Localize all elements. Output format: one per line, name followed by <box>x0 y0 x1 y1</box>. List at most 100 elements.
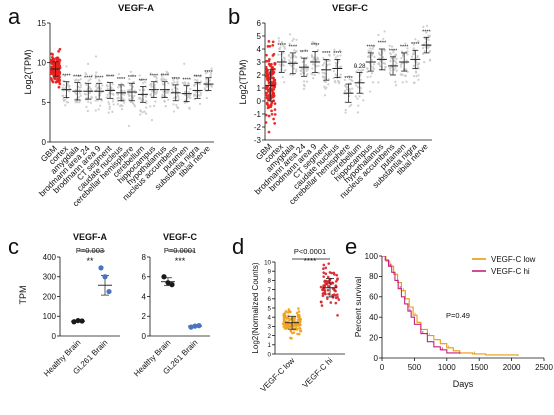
panel-b-point <box>428 50 432 53</box>
panel-a-point <box>161 72 164 76</box>
panel-d-y-tick-label: 4 <box>268 315 272 322</box>
panel-b-annotation: **** <box>289 44 298 50</box>
panel-d-point <box>326 288 330 292</box>
panel-a-point <box>58 58 62 62</box>
panel-b-point <box>283 59 286 62</box>
panel-b-point <box>344 111 347 114</box>
panel-a-point <box>127 93 130 97</box>
panel-b-point <box>273 82 277 86</box>
legend-label-vegfc-hi: VEGF-C hi <box>491 267 530 276</box>
panel-e-y-tick-label: 100 <box>365 252 379 261</box>
panel-a-point <box>111 110 114 113</box>
panel-a-point <box>150 95 153 98</box>
panel-b-point <box>283 69 286 72</box>
panel-c1-y-tick-label: 300 <box>43 273 57 282</box>
panel-d-point <box>336 295 339 299</box>
panel-b-point <box>328 54 331 57</box>
panel-b-point <box>273 78 277 82</box>
panel-b-point <box>423 50 427 53</box>
panel-d-point <box>281 322 285 326</box>
panel-d-ylabel: Log2(Normalized Counts) <box>251 262 260 353</box>
panel-a-point <box>194 91 197 94</box>
panel-a-annotation: **** <box>73 74 82 80</box>
panel-b-point <box>389 69 392 72</box>
panel-b-point <box>292 67 296 70</box>
panel-e-ylabel: Percent survival <box>353 277 363 338</box>
panel-b-point <box>314 42 317 45</box>
panel-b-point <box>404 68 408 71</box>
panel-b-point <box>294 60 297 64</box>
panel-a-y-tick-label: 10 <box>37 58 46 67</box>
panel-d-point <box>332 271 336 275</box>
panel-b-point <box>367 49 370 52</box>
panel-a-point <box>120 107 124 111</box>
panel-d-y-tick-label: 6 <box>268 296 272 303</box>
panel-b-point <box>265 71 268 74</box>
panel-d-point <box>320 300 323 304</box>
panel-b-point <box>412 52 416 56</box>
panel-a-point <box>138 88 141 92</box>
panel-b-point <box>328 59 331 62</box>
panel-b-point <box>357 104 360 107</box>
panel-c1-point <box>75 317 81 324</box>
panel-a-point <box>65 101 69 104</box>
panel-b-annotation: **** <box>333 51 342 57</box>
panel-b-point <box>271 76 275 80</box>
panel-b-point <box>382 37 385 41</box>
panel-b-point <box>265 53 268 57</box>
panel-b-point <box>343 89 347 93</box>
panel-a-point <box>116 102 120 106</box>
panel-b-point <box>372 67 376 71</box>
panel-b-point <box>383 49 386 52</box>
panel-a-point <box>96 86 99 90</box>
panel-a-annotation: **** <box>204 70 213 76</box>
panel-a-point <box>78 92 82 95</box>
panel-b-point <box>389 59 392 63</box>
panel-b-point <box>317 58 320 61</box>
panel-a-point <box>204 72 207 75</box>
panel-a-point <box>183 81 187 84</box>
panel-d-point <box>329 301 333 304</box>
panel-a-point <box>121 104 124 108</box>
panel-a-point <box>138 74 141 77</box>
panel-c1-y-tick-label: 100 <box>43 312 57 321</box>
panel-a-point <box>116 93 120 96</box>
panel-a-point <box>95 71 98 74</box>
panel-b-y-tick-label: -2 <box>254 123 262 132</box>
panel-a-point <box>145 100 148 103</box>
panel-a-point <box>197 94 201 97</box>
panel-b-point <box>372 63 376 66</box>
panel-b-point <box>417 67 420 70</box>
panel-a-point <box>183 91 187 94</box>
panel-b-point <box>394 80 397 83</box>
panel-a-point <box>122 101 126 104</box>
panel-a-annotation: **** <box>182 78 191 84</box>
panel-a-point <box>171 88 174 91</box>
panel-a-point <box>162 77 165 80</box>
panel-a-point <box>177 97 180 101</box>
panel-a-point <box>129 70 133 74</box>
panel-b-point <box>369 75 372 78</box>
panel-a-annotation: **** <box>84 75 93 81</box>
panel-b-point <box>372 45 375 48</box>
panel-a-point <box>106 96 109 99</box>
panel-e-series-line-1 <box>382 256 461 354</box>
panel-a-point <box>90 74 93 77</box>
panel-a-point <box>58 47 62 51</box>
panel-b-point <box>403 74 406 77</box>
panel-a-point <box>78 101 81 104</box>
panel-b-point <box>345 88 349 91</box>
panel-c1-point <box>79 318 85 324</box>
panel-d-point <box>282 325 286 328</box>
panel-d-point <box>322 271 325 274</box>
panel-b-point <box>395 57 398 60</box>
panel-e-y-tick-label: 0 <box>374 354 379 363</box>
panel-a-point <box>195 75 198 78</box>
panel-d-y-tick-label: 10 <box>264 259 271 266</box>
panel-d-point <box>324 266 328 270</box>
panel-e-y-tick-label: 20 <box>369 333 378 342</box>
panel-b-point <box>345 86 348 89</box>
panel-b-point <box>417 62 421 65</box>
panel-a-point <box>84 72 87 75</box>
panel-a-point <box>165 70 168 73</box>
